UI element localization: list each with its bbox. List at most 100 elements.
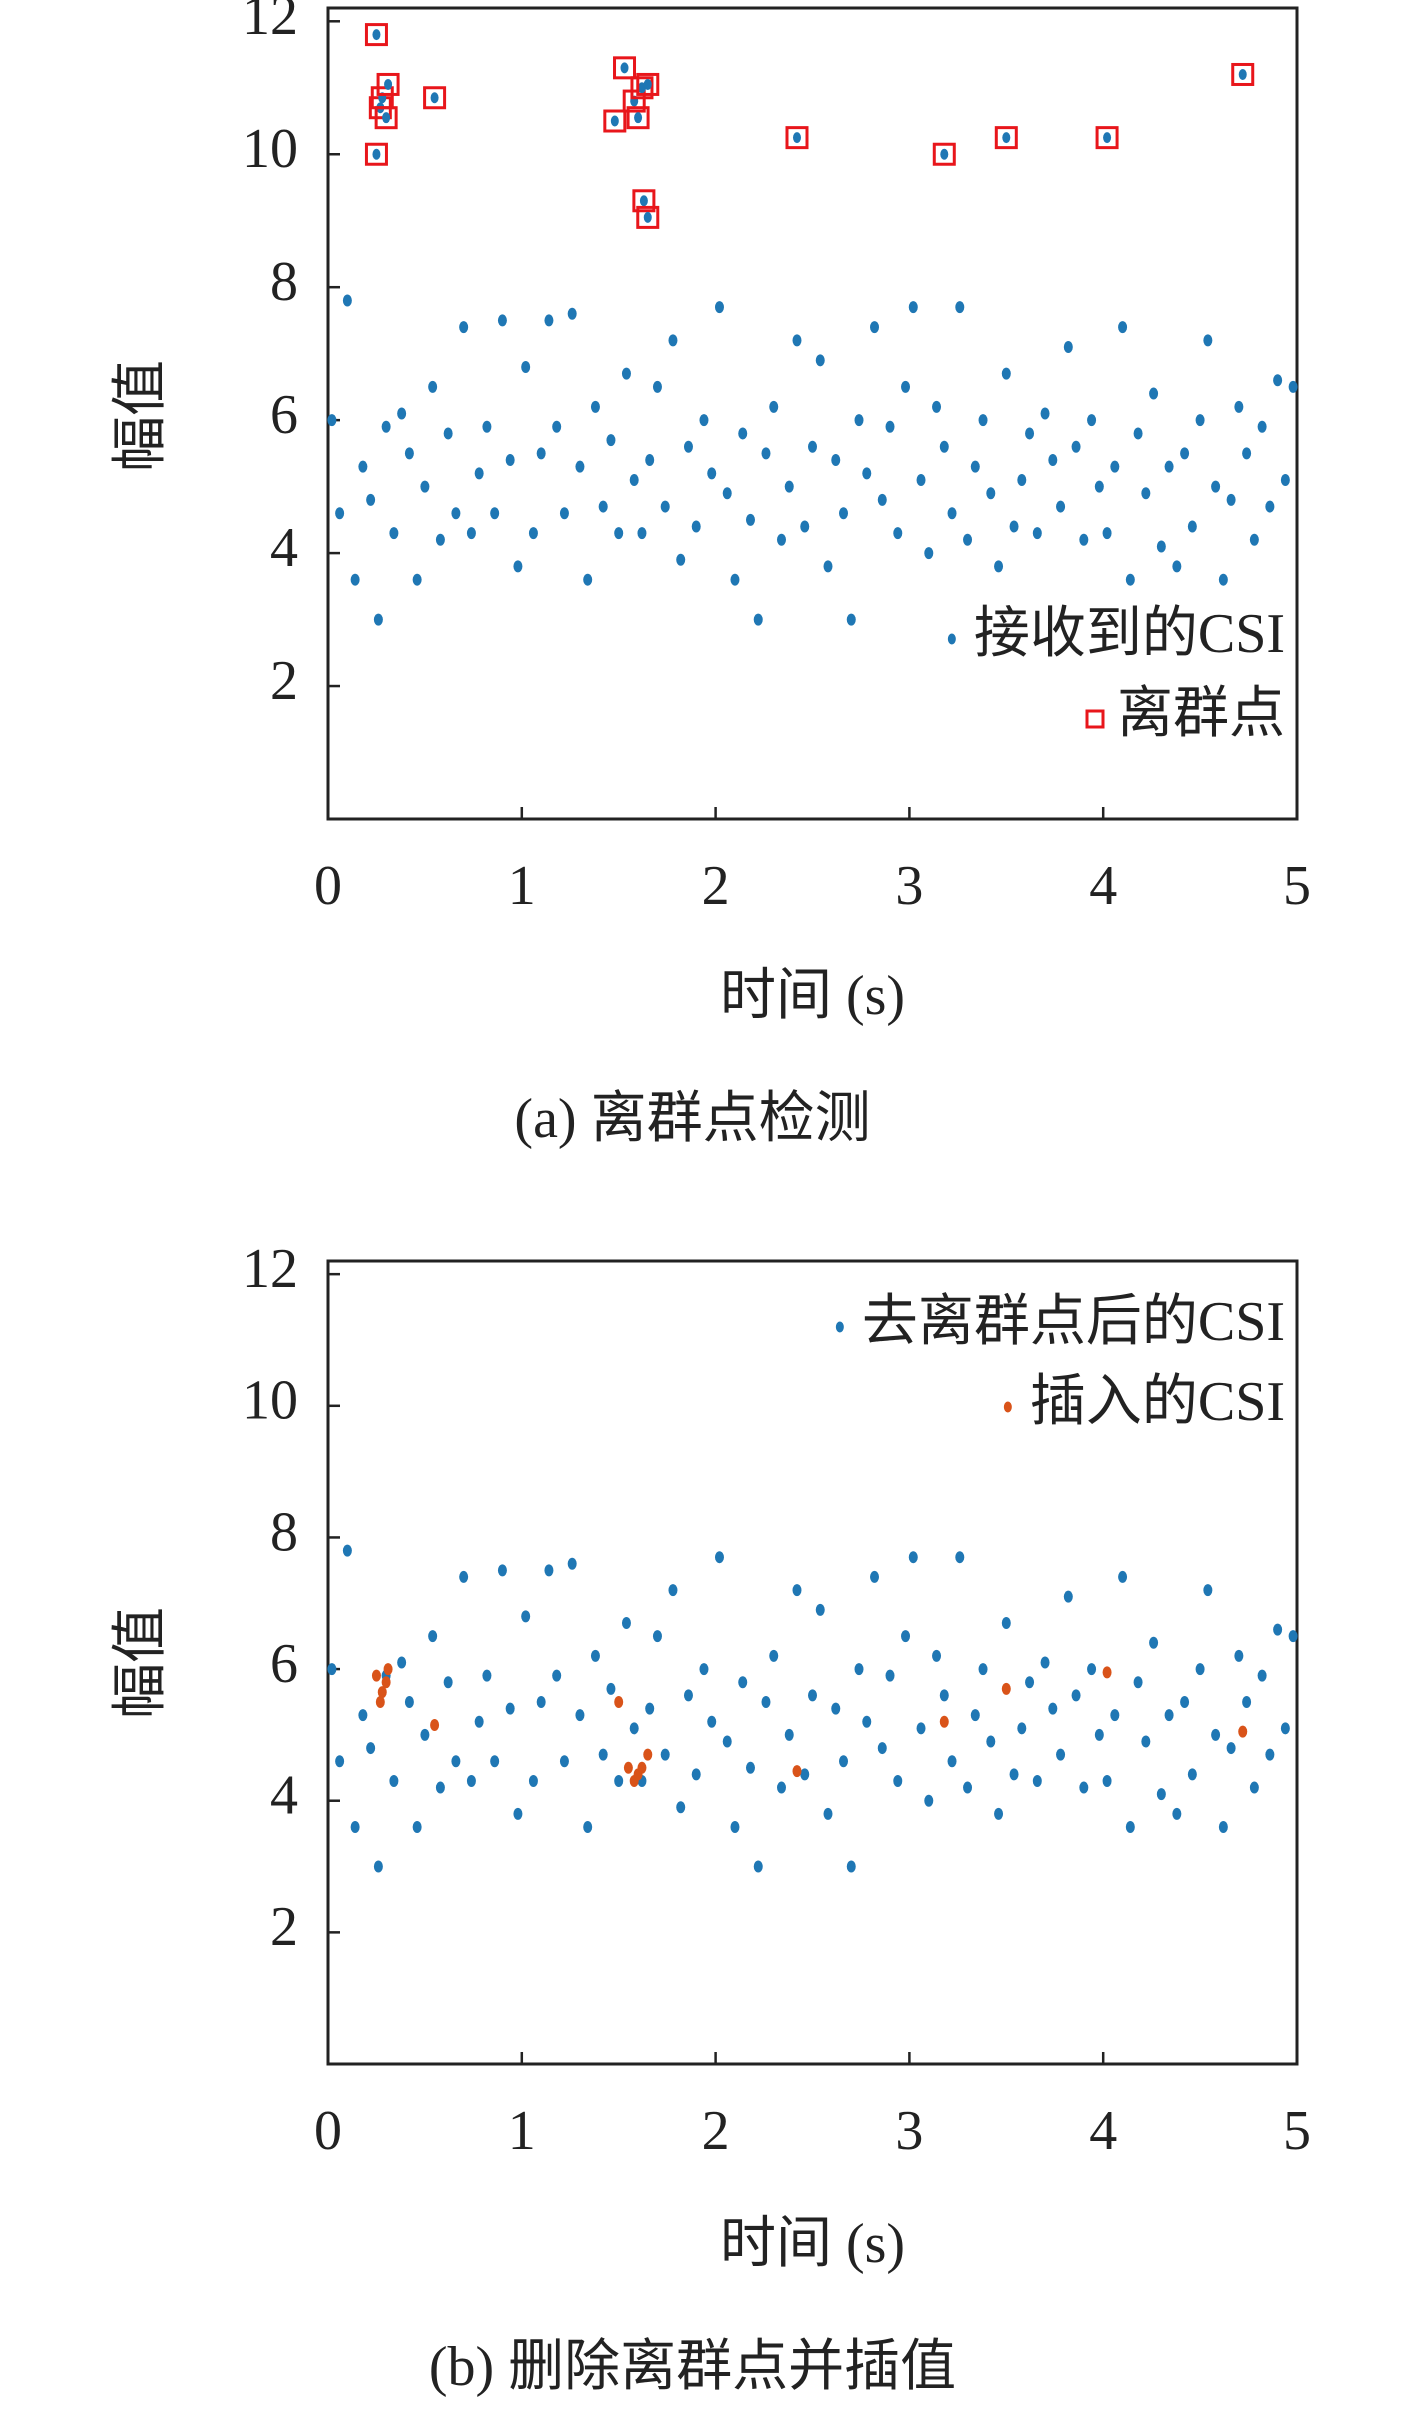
point (366, 493, 376, 506)
point (1125, 573, 1135, 586)
point (908, 301, 918, 314)
point (1032, 527, 1042, 540)
y-tick-label: 6 (270, 1633, 298, 1695)
point (792, 1584, 802, 1597)
point (885, 1669, 895, 1682)
point (1172, 1807, 1182, 1820)
y-tick-label: 12 (242, 1238, 298, 1300)
point (916, 1722, 926, 1735)
point (544, 1564, 554, 1577)
outlier-dot (634, 112, 643, 124)
y-tick-label: 10 (242, 118, 298, 180)
point (893, 1774, 903, 1787)
point (699, 1663, 709, 1676)
point (769, 1649, 779, 1662)
point (358, 1709, 368, 1722)
legend-marker (947, 633, 956, 645)
point (428, 380, 438, 393)
point (1187, 1768, 1197, 1781)
point (707, 1715, 717, 1728)
point (877, 1742, 887, 1755)
legend-label: 插入的CSI (1030, 1371, 1285, 1433)
outlier-dot (372, 29, 381, 41)
point (761, 447, 771, 460)
x-tick-label: 3 (895, 855, 923, 917)
point (986, 487, 996, 500)
point (776, 1781, 786, 1794)
point (1156, 540, 1166, 553)
point (474, 1715, 484, 1728)
point (420, 480, 430, 493)
outlier-box (376, 72, 400, 96)
point (466, 527, 476, 540)
point (963, 1781, 973, 1794)
legend-marker (1085, 709, 1105, 729)
point (474, 467, 484, 480)
point (1234, 1649, 1244, 1662)
outlier-dot (384, 78, 393, 90)
outlier-box (630, 76, 654, 100)
point (1280, 473, 1290, 486)
point (839, 1755, 849, 1768)
point (1273, 1623, 1283, 1636)
point (1009, 520, 1019, 533)
point (459, 321, 469, 334)
outlier-dot (1238, 68, 1247, 80)
point (1265, 1748, 1275, 1761)
point (1118, 1570, 1128, 1583)
point (1087, 1663, 1097, 1676)
point (373, 1860, 383, 1873)
point (559, 1755, 569, 1768)
point (482, 420, 492, 433)
y-tick-label: 10 (242, 1370, 298, 1432)
point (1180, 447, 1190, 460)
x-tick-label: 1 (508, 855, 536, 917)
point (893, 527, 903, 540)
point (590, 1649, 600, 1662)
point (955, 301, 965, 314)
outlier-dot (372, 148, 381, 160)
outlier-box (994, 126, 1018, 150)
point (1249, 533, 1259, 546)
point (1288, 380, 1298, 393)
point (994, 560, 1004, 573)
point (955, 1551, 965, 1564)
point (621, 367, 631, 380)
point (854, 1663, 864, 1676)
point (412, 1821, 422, 1834)
point (377, 1686, 387, 1699)
y-tick-label: 4 (270, 517, 298, 579)
point (335, 1755, 345, 1768)
outlier-box (632, 189, 656, 213)
point (606, 1682, 616, 1695)
y-tick-label: 8 (270, 251, 298, 313)
point (784, 480, 794, 493)
point (1094, 1728, 1104, 1741)
point (823, 560, 833, 573)
point (1238, 1725, 1248, 1738)
point (691, 1768, 701, 1781)
plot-frame (326, 6, 1299, 821)
point (1102, 1774, 1112, 1787)
point (1118, 321, 1128, 334)
caption: (a) 离群点检测 (514, 1088, 870, 1150)
point (528, 1774, 538, 1787)
point (745, 1761, 755, 1774)
point (939, 1689, 949, 1702)
point (730, 573, 740, 586)
point (978, 414, 988, 427)
point (714, 301, 724, 314)
point (854, 414, 864, 427)
point (800, 1768, 810, 1781)
point (924, 547, 934, 560)
point (559, 507, 569, 520)
point (939, 440, 949, 453)
point (1203, 1584, 1213, 1597)
point (1164, 460, 1174, 473)
point (862, 1715, 872, 1728)
point (761, 1695, 771, 1708)
x-axis-label: 时间 (s) (720, 965, 905, 1027)
point (901, 380, 911, 393)
point (846, 1860, 856, 1873)
point (1156, 1788, 1166, 1801)
